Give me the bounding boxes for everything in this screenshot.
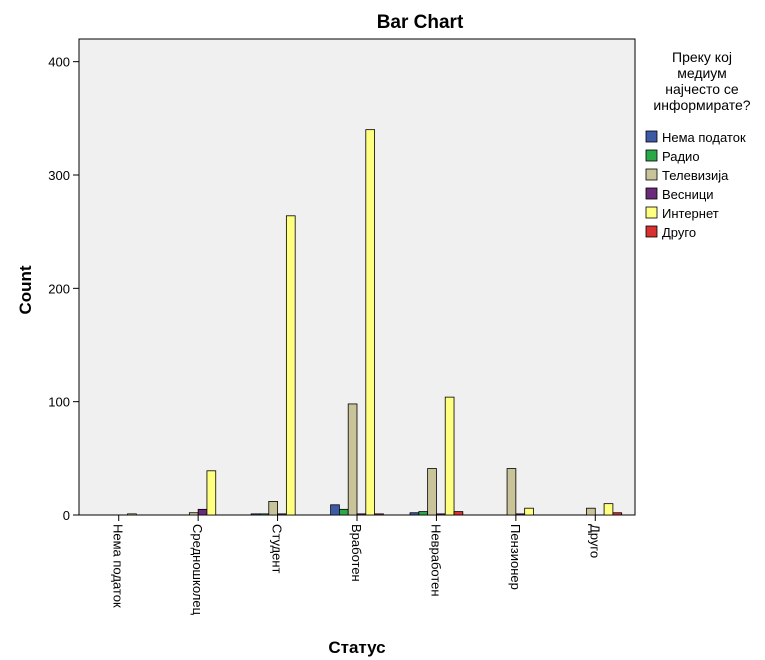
- bar: [515, 513, 526, 516]
- legend-swatch: [645, 130, 658, 143]
- y-tick-label: 300: [48, 168, 70, 183]
- x-axis-title: Статус: [328, 638, 385, 657]
- bar: [427, 468, 437, 516]
- bar: [347, 403, 358, 516]
- bar: [453, 511, 464, 516]
- bar: [365, 129, 375, 516]
- legend-item-label: Интернет: [662, 206, 719, 221]
- bar: [250, 513, 261, 516]
- y-axis-title: Count: [16, 265, 35, 314]
- legend-swatch: [645, 149, 658, 162]
- x-tick-label: Студент: [270, 524, 285, 574]
- x-tick-label: Невработен: [428, 524, 443, 597]
- legend-item-label: Нема податок: [662, 130, 746, 145]
- legend-swatch: [645, 225, 658, 238]
- bar: [259, 513, 270, 516]
- bar: [436, 513, 446, 516]
- bar: [206, 470, 217, 516]
- legend-swatch: [645, 206, 658, 219]
- legend-item-label: Весници: [662, 187, 714, 202]
- bars-layer: [127, 129, 623, 516]
- bar: [268, 500, 278, 516]
- legend-item-label: Радио: [662, 149, 700, 164]
- bar: [524, 507, 534, 516]
- bar: [356, 513, 367, 516]
- legend-title: информирате?: [653, 97, 750, 113]
- y-axis: 0 100 200 300 400: [48, 55, 79, 523]
- bar: [418, 511, 429, 516]
- legend-item-label: Телевизија: [662, 168, 729, 183]
- legend-title: медиум: [677, 65, 727, 81]
- bar: [277, 513, 287, 516]
- bar: [338, 508, 349, 516]
- bar: [330, 504, 340, 516]
- bar: [285, 215, 296, 516]
- y-tick-label: 100: [48, 395, 70, 410]
- bar: [197, 508, 208, 516]
- x-tick-label: Средношколец: [190, 524, 205, 616]
- x-tick-label: Вработен: [349, 524, 364, 582]
- bar: [374, 513, 384, 516]
- bar: [188, 512, 199, 516]
- legend-title: Преку кој: [672, 49, 732, 65]
- bar: [612, 512, 623, 516]
- y-tick-label: 200: [48, 281, 70, 296]
- bar: [603, 503, 614, 516]
- bar: [444, 396, 455, 516]
- legend-swatch: [645, 187, 658, 200]
- bar: [127, 513, 137, 516]
- bar: [506, 468, 517, 516]
- chart-title: Bar Chart: [377, 12, 464, 33]
- legend-swatch: [645, 168, 658, 181]
- bar: [409, 512, 420, 516]
- legend-item-label: Друго: [662, 225, 696, 240]
- x-tick-label: Пензионер: [508, 524, 523, 590]
- x-tick-label: Нема податок: [111, 524, 126, 608]
- y-tick-label: 400: [48, 55, 70, 70]
- legend-title: најчесто се: [665, 81, 739, 97]
- x-axis: Нема податок Средношколец Студент Вработен Н…: [111, 515, 602, 616]
- bar: [586, 507, 596, 516]
- y-tick-label: 0: [63, 508, 70, 523]
- x-tick-label: Друго: [587, 524, 602, 558]
